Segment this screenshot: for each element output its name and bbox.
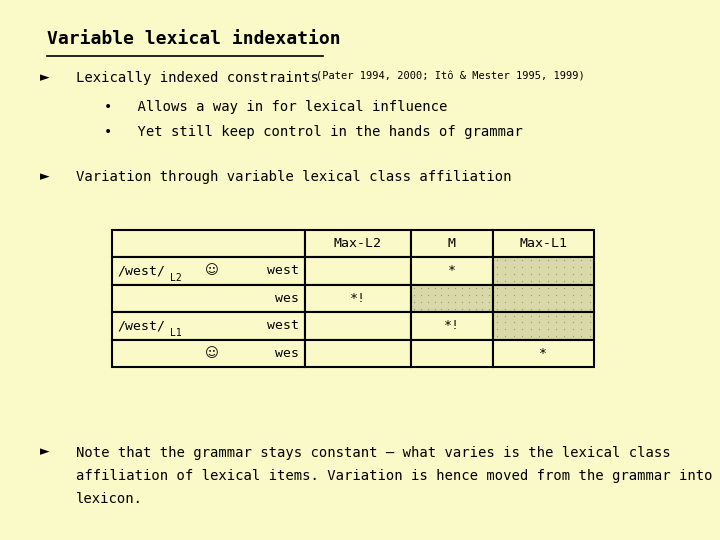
Bar (492, 312, 594, 340)
Bar (410, 230, 492, 257)
Bar (492, 340, 594, 367)
Bar (305, 257, 410, 285)
Text: ►: ► (40, 170, 49, 183)
Bar (492, 257, 594, 285)
Bar (112, 285, 305, 312)
Text: ►: ► (40, 446, 49, 458)
Bar (492, 230, 594, 257)
Bar (410, 340, 492, 367)
Text: Variation through variable lexical class affiliation: Variation through variable lexical class… (76, 170, 511, 184)
Text: lexicon.: lexicon. (76, 492, 143, 507)
Bar (492, 285, 594, 312)
Text: /west/: /west/ (117, 264, 166, 278)
Text: wes: wes (275, 347, 299, 360)
Bar (112, 340, 305, 367)
Text: Variable lexical indexation: Variable lexical indexation (47, 30, 341, 48)
Text: *: * (448, 264, 456, 278)
Text: Max-L2: Max-L2 (333, 237, 382, 250)
Text: west: west (267, 264, 299, 278)
Bar (305, 312, 410, 340)
Text: Lexically indexed constraints: Lexically indexed constraints (76, 71, 327, 85)
Text: ☺: ☺ (205, 347, 219, 360)
Bar (410, 285, 492, 312)
Text: (Pater 1994, 2000; Itô & Mester 1995, 1999): (Pater 1994, 2000; Itô & Mester 1995, 19… (316, 71, 585, 82)
Text: west: west (267, 319, 299, 333)
Text: L1: L1 (170, 328, 181, 338)
Text: •   Allows a way in for lexical influence: • Allows a way in for lexical influence (104, 100, 448, 114)
Text: /west/: /west/ (117, 319, 166, 333)
Text: wes: wes (275, 292, 299, 305)
Text: Max-L1: Max-L1 (519, 237, 567, 250)
Text: *: * (539, 347, 547, 360)
Text: *!: *! (350, 292, 366, 305)
Bar (112, 312, 305, 340)
Bar (305, 285, 410, 312)
Bar (410, 257, 492, 285)
Text: affiliation of lexical items. Variation is hence moved from the grammar into the: affiliation of lexical items. Variation … (76, 469, 720, 483)
Text: Note that the grammar stays constant – what varies is the lexical class: Note that the grammar stays constant – w… (76, 446, 670, 460)
Bar (305, 340, 410, 367)
Bar (112, 257, 305, 285)
Text: ☺: ☺ (205, 264, 219, 278)
Text: M: M (448, 237, 456, 250)
Bar (112, 230, 305, 257)
Text: L2: L2 (170, 273, 181, 283)
Bar (410, 312, 492, 340)
Text: •   Yet still keep control in the hands of grammar: • Yet still keep control in the hands of… (104, 125, 523, 139)
Bar (305, 230, 410, 257)
Text: ►: ► (40, 71, 49, 84)
Text: *!: *! (444, 319, 459, 333)
